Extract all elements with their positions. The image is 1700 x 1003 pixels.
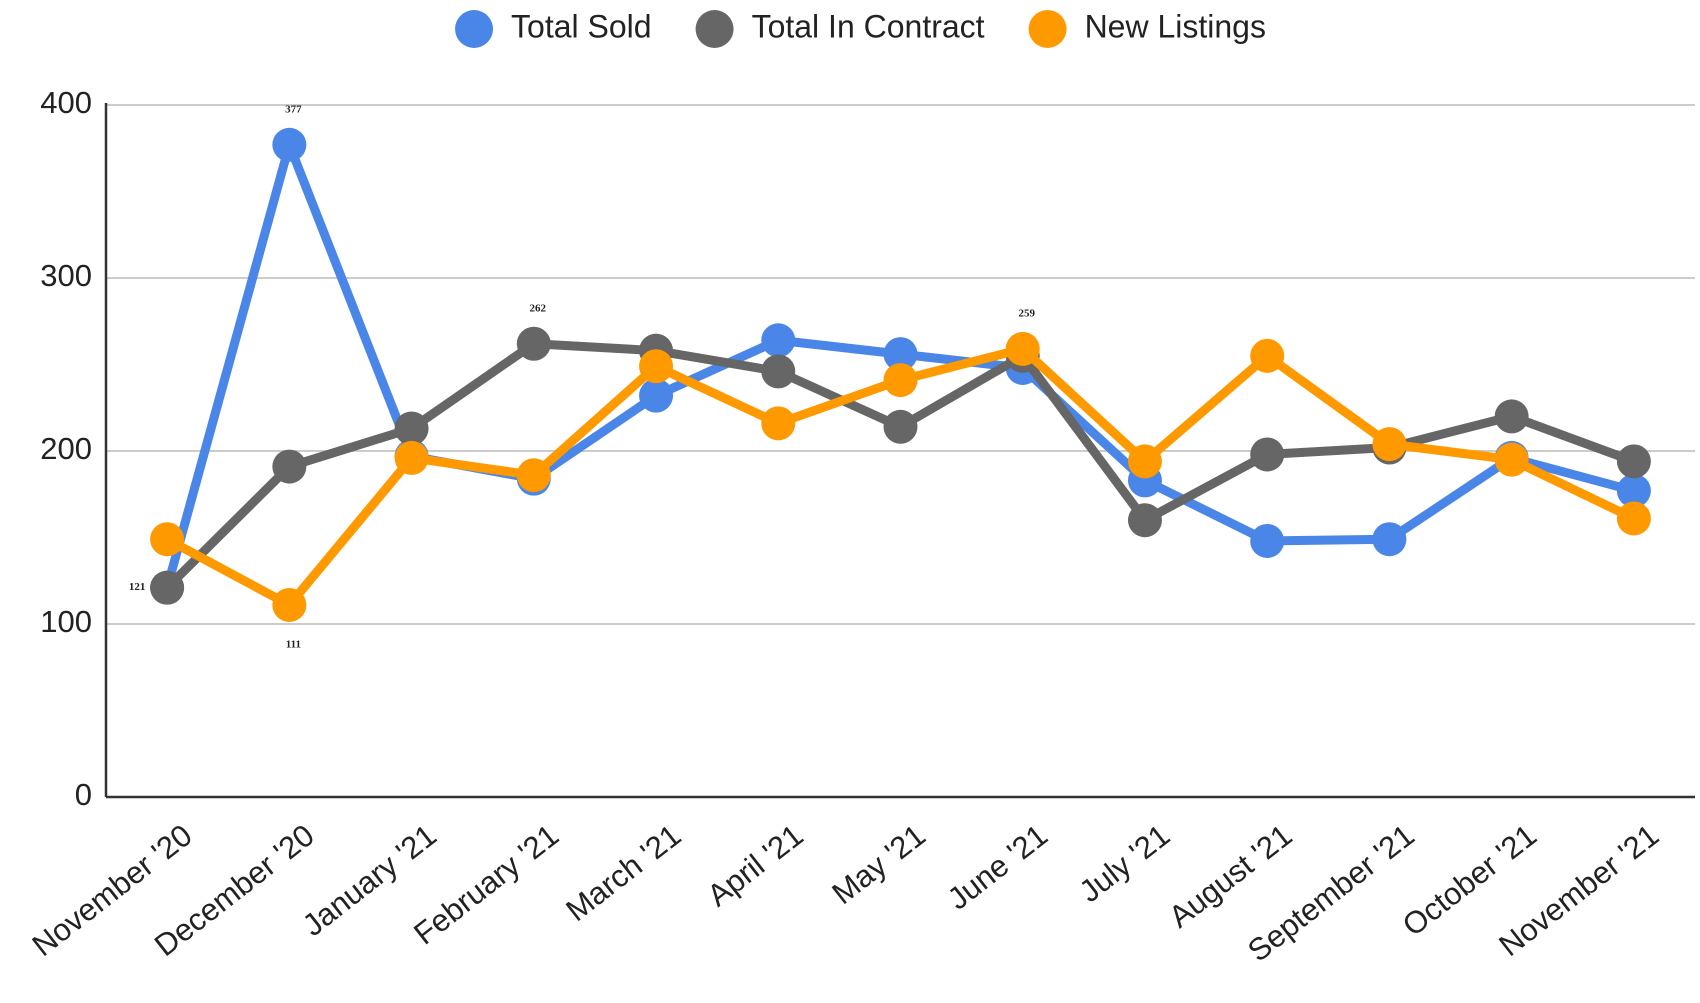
- point: [272, 127, 307, 162]
- point: [1372, 522, 1407, 557]
- point: [1616, 473, 1651, 508]
- legend-marker: [1028, 10, 1067, 48]
- data-label: 377: [285, 103, 302, 115]
- point: [1616, 444, 1651, 479]
- point: [1494, 442, 1529, 477]
- point: [1127, 444, 1162, 479]
- point: [1005, 331, 1040, 366]
- point: [150, 570, 185, 605]
- point: [1250, 523, 1285, 558]
- point: [516, 458, 551, 493]
- data-label: 259: [1018, 307, 1035, 319]
- x-tick-label: March '21: [559, 817, 687, 928]
- point: [761, 323, 796, 358]
- legend-label: Total Sold: [511, 8, 652, 44]
- point: [1250, 338, 1285, 373]
- point: [639, 378, 674, 413]
- x-tick-label: July '21: [1073, 817, 1177, 909]
- point: [272, 587, 307, 622]
- data-label: 262: [530, 302, 547, 314]
- point: [1616, 501, 1651, 536]
- legend-label: New Listings: [1085, 8, 1266, 44]
- data-label: 111: [286, 639, 301, 651]
- legend-marker: [455, 10, 494, 48]
- point: [761, 354, 796, 389]
- point: [272, 449, 307, 484]
- point: [883, 409, 918, 444]
- x-tick-label: May '21: [826, 817, 932, 911]
- point: [516, 326, 551, 361]
- point: [1127, 503, 1162, 538]
- legend-marker: [695, 10, 734, 48]
- y-tick-label: 100: [40, 604, 92, 639]
- y-tick-label: 400: [40, 85, 92, 120]
- x-tick-label: April '21: [701, 817, 810, 913]
- data-label: 121: [129, 581, 146, 593]
- point: [394, 440, 429, 475]
- point: [1250, 437, 1285, 472]
- point: [1372, 427, 1407, 462]
- point: [883, 363, 918, 398]
- y-tick-label: 0: [75, 777, 92, 812]
- y-tick-label: 200: [40, 431, 92, 466]
- point: [394, 411, 429, 446]
- y-tick-label: 300: [40, 258, 92, 293]
- point: [639, 349, 674, 384]
- x-tick-label: June '21: [941, 817, 1054, 916]
- point: [1494, 399, 1529, 434]
- legend-label: Total In Contract: [752, 8, 985, 44]
- point: [761, 406, 796, 441]
- point: [883, 337, 918, 372]
- point: [150, 522, 185, 557]
